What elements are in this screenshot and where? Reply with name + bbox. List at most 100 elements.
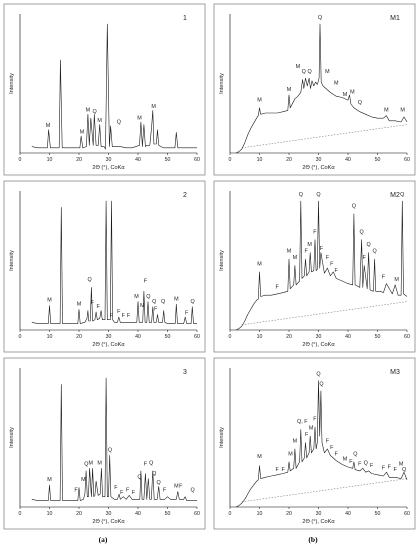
x-tick-label: 40 <box>345 511 351 517</box>
peak-label: F <box>74 488 78 494</box>
y-axis-label: Intensity <box>219 73 225 94</box>
peak-label: Q <box>319 382 323 388</box>
panel-frame <box>3 180 206 353</box>
diffractogram-line <box>235 200 408 331</box>
peak-label: Q <box>352 203 356 209</box>
peak-label: F <box>276 285 280 291</box>
x-tick-label: 30 <box>316 157 322 163</box>
peak-label: F <box>117 309 121 315</box>
peak-label: Q <box>84 462 88 468</box>
x-tick-label: 60 <box>404 334 410 340</box>
peak-label: Q <box>190 488 194 494</box>
peak-label: Q <box>308 69 312 75</box>
x-tick-label: 60 <box>194 157 200 163</box>
x-tick-label: 10 <box>257 511 263 517</box>
peak-label: M <box>134 294 139 300</box>
x-tick-label: 10 <box>257 157 263 163</box>
peak-label: Q <box>152 471 156 477</box>
peak-label: M <box>343 457 348 463</box>
x-tick-label: 10 <box>257 334 263 340</box>
peak-label: M <box>334 81 339 87</box>
x-tick-label: 20 <box>76 157 82 163</box>
peak-label: M <box>137 115 142 121</box>
peak-label: Q <box>152 299 156 305</box>
x-tick-label: 50 <box>165 511 171 517</box>
peak-label: Q <box>318 15 322 21</box>
peak-label: F <box>388 464 392 470</box>
peak-label: F <box>91 300 95 306</box>
column-label-b: (b) <box>308 535 318 544</box>
panel-title: M1 <box>390 15 400 22</box>
peak-label: M <box>77 301 82 307</box>
peak-label: M <box>287 87 292 93</box>
peak-label: F <box>144 278 148 284</box>
peak-label: F <box>185 311 189 317</box>
peak-label: F <box>144 462 148 468</box>
peak-label: F <box>335 268 339 274</box>
peak-label: M <box>399 462 404 468</box>
peak-label: Q <box>372 249 376 255</box>
peak-label: M <box>81 477 86 483</box>
peak-label: F <box>179 484 183 490</box>
diffractogram-line <box>235 23 408 154</box>
peak-label: Q <box>402 467 406 473</box>
peak-label: M <box>257 454 262 460</box>
x-tick-label: 0 <box>229 511 232 517</box>
peak-label: M <box>89 460 94 466</box>
x-axis-label: 2Θ (°), CoKα <box>302 519 335 525</box>
peak-label: F <box>349 459 353 465</box>
peak-label: M <box>151 104 156 110</box>
peak-label: F <box>326 439 330 445</box>
peak-label: Q, F <box>297 419 308 425</box>
amorphous-baseline <box>241 478 408 503</box>
peak-label: Q <box>316 192 320 198</box>
x-tick-label: 20 <box>286 511 292 517</box>
peak-label: F <box>132 490 136 496</box>
peak-label: Q <box>367 242 371 248</box>
x-tick-label: 0 <box>19 511 22 517</box>
peak-label: M <box>400 108 405 114</box>
peak-label: M <box>97 118 102 124</box>
peak-label: F <box>110 313 114 319</box>
peak-label: M <box>80 130 85 136</box>
peak-label: M <box>287 249 292 255</box>
peak-label: F <box>313 229 317 235</box>
peak-label: M <box>288 451 293 457</box>
panel-frame <box>213 357 416 530</box>
peak-label: F <box>326 255 330 261</box>
peak-label: Q <box>400 192 404 198</box>
peak-label: F <box>363 255 367 261</box>
x-tick-label: 30 <box>106 334 112 340</box>
y-axis-label: Intensity <box>9 250 15 271</box>
peak-label: Q <box>359 229 363 235</box>
peak-label: F <box>313 417 317 423</box>
x-tick-label: 0 <box>229 157 232 163</box>
peak-label: Q <box>316 371 320 377</box>
x-tick-label: 0 <box>229 334 232 340</box>
peak-label: M <box>257 97 262 103</box>
peak-label: M <box>293 439 298 445</box>
peak-label: Q <box>161 299 165 305</box>
x-axis-label: 2Θ (°), CoKα <box>92 342 125 348</box>
y-axis-label: Intensity <box>219 427 225 448</box>
peak-label: Q <box>108 448 112 454</box>
peak-label: F <box>281 467 285 473</box>
peak-label: F <box>114 485 118 491</box>
peak-label: M <box>140 303 145 309</box>
panel-title: M2 <box>390 192 400 199</box>
y-axis-label: Intensity <box>219 250 225 271</box>
diffractogram-line <box>31 23 197 150</box>
panel-frame <box>213 3 416 176</box>
peak-label: M <box>47 298 52 304</box>
x-axis-label: 2Θ (°), CoKα <box>302 165 335 171</box>
amorphous-baseline <box>241 301 408 326</box>
peak-label: M <box>47 477 52 483</box>
peak-label: F <box>370 463 374 469</box>
x-tick-label: 60 <box>194 511 200 517</box>
peak-label: Q <box>117 119 121 125</box>
x-tick-label: 0 <box>19 157 22 163</box>
peak-label: F <box>330 262 334 268</box>
peak-label: M <box>309 426 314 432</box>
